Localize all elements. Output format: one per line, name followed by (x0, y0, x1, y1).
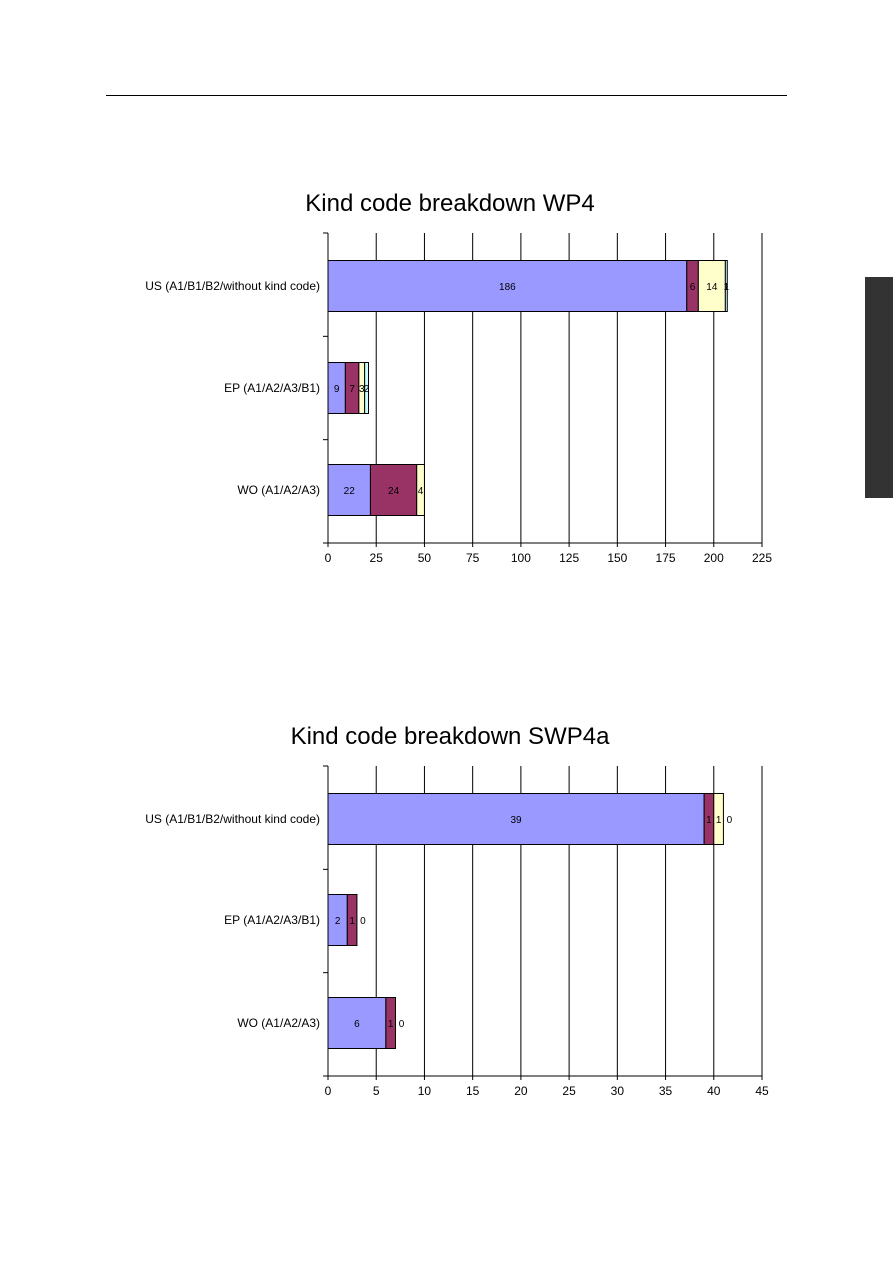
x-tick-label: 125 (559, 551, 579, 565)
x-tick-label: 20 (514, 1084, 528, 1098)
x-tick-label: 0 (325, 1084, 332, 1098)
x-tick-label: 35 (659, 1084, 673, 1098)
data-label: 14 (706, 282, 718, 293)
x-tick-label: 5 (373, 1084, 380, 1098)
data-label: 1 (388, 1019, 394, 1030)
header-rule (106, 95, 787, 96)
data-label: 6 (354, 1019, 360, 1030)
bar-segment (364, 362, 370, 414)
bar-segment (327, 793, 705, 845)
bar-segment (697, 260, 726, 312)
data-label: 3 (359, 384, 365, 395)
x-tick-label: 50 (418, 551, 432, 565)
data-label: 7 (349, 384, 355, 395)
bar-segment (346, 894, 358, 946)
data-label: 1 (724, 282, 730, 293)
bar-segment (369, 464, 418, 516)
data-label: 0 (399, 1019, 405, 1030)
data-label: 9 (334, 384, 340, 395)
chart-wp4: 0 25 50 75 100 125 150 175 200 225 US (A1/B1/B2/wi… (145, 232, 772, 565)
data-label: 1 (706, 815, 712, 826)
x-tick-label: 45 (755, 1084, 769, 1098)
x-tick-label: 30 (611, 1084, 625, 1098)
data-label: 186 (499, 282, 516, 293)
data-label: 22 (344, 486, 356, 497)
category-label: EP (A1/A2/A3/B1) (224, 381, 320, 395)
x-tick-label: 75 (466, 551, 480, 565)
data-label: 2 (335, 916, 341, 927)
data-label: 6 (690, 282, 696, 293)
data-label: 24 (388, 486, 400, 497)
x-tick-label: 40 (707, 1084, 721, 1098)
chart-title-wp4: Kind code breakdown WP4 (305, 190, 595, 217)
data-label: 1 (349, 916, 355, 927)
side-tab (865, 277, 893, 498)
bar-segment (724, 260, 728, 312)
x-tick-label: 15 (466, 1084, 480, 1098)
bar-segment (327, 997, 387, 1049)
x-tick-label: 225 (752, 551, 772, 565)
x-tick-label: 150 (607, 551, 627, 565)
data-label: 4 (418, 486, 424, 497)
data-label: 1 (716, 815, 722, 826)
x-tick-label: 0 (325, 551, 332, 565)
category-label: EP (A1/A2/A3/B1) (224, 913, 320, 927)
x-tick-label: 200 (704, 551, 724, 565)
x-tick-label: 100 (511, 551, 531, 565)
x-tick-label: 175 (656, 551, 676, 565)
category-label: WO (A1/A2/A3) (237, 483, 320, 497)
x-tick-label: 10 (418, 1084, 432, 1098)
data-label: 2 (364, 384, 370, 395)
bar-segment (713, 793, 724, 845)
x-tick-label: 25 (562, 1084, 576, 1098)
data-label: 0 (727, 815, 733, 826)
bar-segment (416, 464, 425, 516)
category-label: US (A1/B1/B2/without kind code) (145, 279, 320, 293)
category-label: WO (A1/A2/A3) (237, 1016, 320, 1030)
category-label: US (A1/B1/B2/without kind code) (145, 812, 320, 826)
data-label: 39 (511, 815, 523, 826)
bar-segment (327, 260, 688, 312)
chart-title-swp4a: Kind code breakdown SWP4a (290, 723, 610, 750)
x-tick-label: 25 (370, 551, 384, 565)
bar-segment (327, 464, 371, 516)
data-label: 0 (360, 916, 366, 927)
bar-segment (385, 997, 397, 1049)
